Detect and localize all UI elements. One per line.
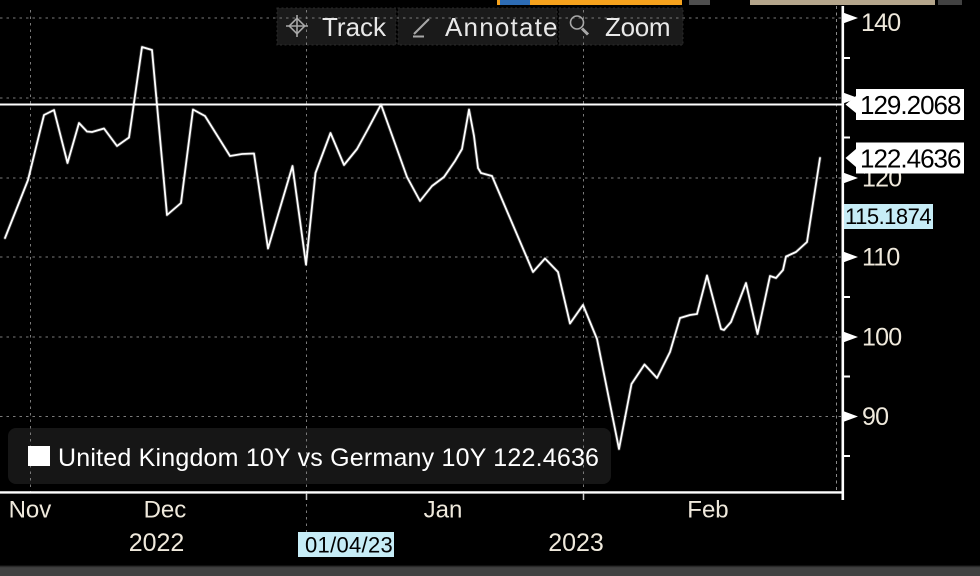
svg-text:Feb: Feb (687, 497, 728, 524)
svg-text:100: 100 (862, 324, 901, 352)
svg-text:Annotate: Annotate (445, 12, 559, 42)
svg-text:140: 140 (861, 9, 900, 37)
svg-text:Dec: Dec (144, 497, 187, 524)
svg-text:Jan: Jan (424, 497, 463, 524)
svg-text:122.4636: 122.4636 (860, 144, 961, 174)
svg-text:90: 90 (862, 403, 888, 431)
svg-text:United Kingdom 10Y vs Germany: United Kingdom 10Y vs Germany 10Y 122.46… (58, 444, 599, 472)
svg-text:Zoom: Zoom (605, 12, 670, 42)
svg-text:Nov: Nov (9, 497, 52, 524)
svg-text:01/04/23: 01/04/23 (305, 533, 393, 558)
svg-text:Track: Track (322, 12, 387, 42)
svg-text:2022: 2022 (129, 529, 185, 557)
svg-text:115.1874: 115.1874 (845, 204, 931, 229)
svg-text:2023: 2023 (548, 529, 604, 557)
svg-text:129.2068: 129.2068 (860, 90, 961, 120)
svg-text:110: 110 (862, 244, 899, 272)
